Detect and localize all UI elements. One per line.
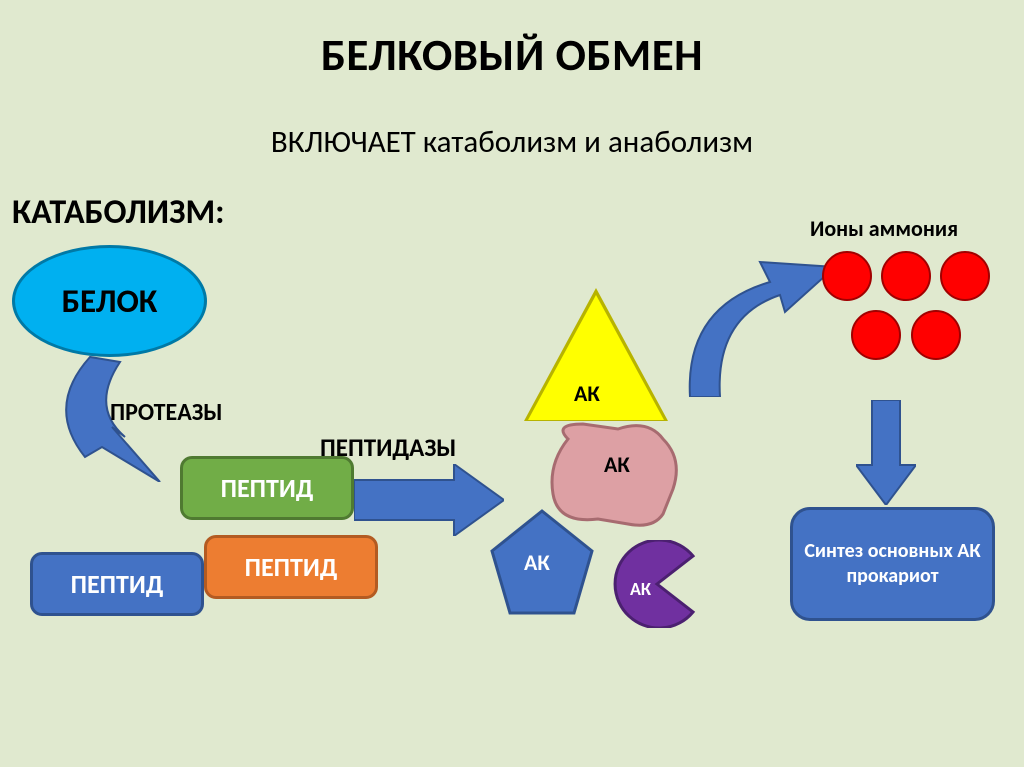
node-synthesis: Синтез основных АК прокариот bbox=[790, 507, 995, 621]
node-peptid-orange: ПЕПТИД bbox=[204, 535, 378, 599]
ion-circle bbox=[940, 251, 990, 301]
page-title: БЕЛКОВЫЙ ОБМЕН bbox=[0, 0, 1024, 83]
node-ak-triangle-label: АК bbox=[574, 380, 600, 407]
ion-circle bbox=[881, 251, 931, 301]
node-peptid-green: ПЕПТИД bbox=[180, 456, 354, 520]
node-ak-pentagon-label: АК bbox=[524, 549, 550, 576]
page-subtitle: ВКЛЮЧАЕТ катаболизм и анаболизм bbox=[0, 123, 1024, 161]
node-ak-pacman-label: АК bbox=[630, 578, 651, 600]
node-peptid-blue: ПЕПТИД bbox=[30, 552, 204, 616]
arrow-peptid-to-ak bbox=[354, 464, 504, 536]
ion-circle bbox=[851, 310, 901, 360]
ions-label: Ионы аммония bbox=[810, 215, 958, 242]
node-belok: БЕЛОК bbox=[12, 245, 207, 357]
arrow-ions-to-synthesis bbox=[856, 400, 916, 505]
node-ak-blob-label: АК bbox=[604, 451, 630, 478]
node-ak-pacman bbox=[613, 540, 701, 628]
peptidases-label: ПЕПТИДАЗЫ bbox=[320, 432, 456, 463]
section-label-catabolism: КАТАБОЛИЗМ: bbox=[12, 192, 225, 233]
arrow-ak-to-ions bbox=[675, 247, 840, 397]
ion-circle bbox=[911, 310, 961, 360]
ion-circle bbox=[822, 251, 872, 301]
proteases-label: ПРОТЕАЗЫ bbox=[110, 398, 222, 427]
